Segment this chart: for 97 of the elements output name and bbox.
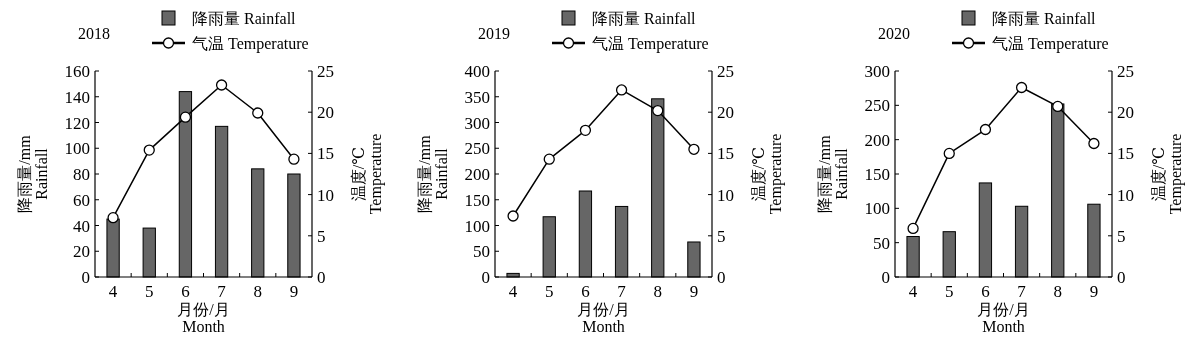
y2-tick-label: 0 [717, 268, 726, 287]
y2-tick-label: 15 [1117, 144, 1134, 164]
point [543, 153, 555, 165]
y2-tick-label: 15 [317, 144, 334, 164]
y-tick-label: 100 [64, 139, 90, 159]
legend-label: 气温 Temperature [992, 35, 1109, 53]
point [1088, 137, 1100, 150]
x-tick-label: 9 [1089, 282, 1099, 301]
y-tick-label: 200 [464, 165, 490, 184]
x-tick-label: 7 [617, 282, 627, 301]
y2-tick-label: 25 [1117, 62, 1134, 81]
y2-tick-label: 25 [717, 62, 734, 81]
y-tick-label: 0 [81, 268, 90, 287]
point [143, 144, 155, 156]
y-tick-label: 150 [464, 190, 490, 210]
legend-label: 降雨量 Rainfall [992, 10, 1097, 27]
x-tick-label: 5 [545, 282, 554, 301]
y2-axis-title: 温度/℃ Temperature [1150, 133, 1185, 215]
y2-tick-label: 5 [317, 226, 326, 246]
y-tick-label: 50 [473, 242, 490, 262]
x-tick-label: 8 [253, 282, 262, 301]
point [288, 153, 300, 165]
point [252, 107, 264, 119]
x-tick-label: 4 [508, 282, 518, 301]
x-tick-label: 5 [145, 282, 154, 301]
y-tick-label: 300 [864, 62, 890, 81]
y2-tick-label: 10 [717, 185, 734, 205]
y2-tick-label: 10 [1117, 185, 1134, 205]
y2-tick-label: 20 [317, 103, 334, 123]
y-tick-label: 0 [481, 268, 490, 287]
x-tick-label: 4 [908, 282, 918, 301]
y-axis-title: 降雨量/mm Rainfall [16, 134, 50, 213]
y-tick-label: 100 [464, 216, 490, 236]
x-tick-label: 9 [689, 282, 699, 301]
y2-tick-label: 0 [1117, 268, 1126, 287]
x-tick-label: 9 [289, 282, 299, 301]
y-axis-title: 降雨量/mm Rainfall [416, 134, 450, 213]
point [979, 123, 992, 136]
y-tick-label: 100 [864, 199, 890, 219]
x-tick-label: 6 [181, 282, 190, 301]
y-tick-label: 250 [464, 139, 490, 159]
legend-label: 气温 Temperature [192, 35, 309, 53]
point [688, 143, 700, 155]
x-tick-label: 8 [653, 282, 662, 301]
y-tick-label: 150 [864, 165, 890, 184]
legend-label: 降雨量 Rainfall [192, 10, 297, 27]
point [652, 104, 664, 117]
y-tick-label: 60 [73, 190, 90, 210]
y2-axis-title: 温度/℃ Temperature [350, 133, 385, 215]
x-axis-title: 月份/月 Month [977, 301, 1030, 335]
y2-tick-label: 25 [317, 62, 334, 81]
y-axis-title: 降雨量/mm Rainfall [816, 134, 850, 213]
y-tick-label: 40 [73, 216, 90, 236]
legend-label: 气温 Temperature [592, 35, 709, 53]
point [615, 84, 628, 96]
y-tick-label: 20 [73, 242, 90, 262]
x-tick-label: 7 [1017, 282, 1027, 301]
x-tick-label: 4 [108, 282, 118, 301]
y2-tick-label: 0 [317, 268, 326, 287]
chart-title: 2018 [78, 25, 110, 42]
y2-tick-label: 15 [717, 144, 734, 164]
point [107, 212, 119, 224]
x-axis-title: 月份/月 Month [577, 301, 630, 335]
legend-label: 降雨量 Rainfall [592, 10, 697, 27]
y2-tick-label: 5 [1117, 226, 1126, 246]
y-tick-label: 350 [464, 87, 490, 107]
y2-axis-title: 温度/℃ Temperature [750, 133, 785, 215]
y-tick-label: 300 [464, 113, 490, 133]
point [179, 111, 192, 123]
x-tick-label: 6 [981, 282, 990, 301]
y2-tick-label: 20 [1117, 103, 1134, 123]
point [943, 147, 955, 160]
point [579, 124, 592, 136]
y-tick-label: 160 [64, 62, 90, 81]
y-tick-label: 120 [64, 113, 90, 133]
x-tick-label: 7 [217, 282, 227, 301]
y-tick-label: 400 [464, 62, 490, 81]
x-tick-label: 5 [945, 282, 954, 301]
point [507, 210, 519, 222]
point [215, 79, 228, 91]
y-tick-label: 200 [864, 130, 890, 150]
point [1052, 100, 1064, 113]
y-tick-label: 140 [64, 87, 90, 107]
chart-title: 2020 [878, 25, 910, 42]
point [1015, 81, 1028, 94]
chart-title: 2019 [478, 25, 510, 42]
y-tick-label: 50 [873, 233, 890, 253]
y2-tick-label: 10 [317, 185, 334, 205]
y2-tick-label: 20 [717, 103, 734, 123]
x-tick-label: 6 [581, 282, 590, 301]
y2-tick-label: 5 [717, 226, 726, 246]
y-tick-label: 80 [73, 165, 90, 184]
x-axis-title: 月份/月 Month [177, 301, 230, 335]
y-tick-label: 0 [881, 268, 890, 287]
y-tick-label: 250 [864, 96, 890, 116]
x-tick-label: 8 [1053, 282, 1062, 301]
point [907, 222, 919, 235]
